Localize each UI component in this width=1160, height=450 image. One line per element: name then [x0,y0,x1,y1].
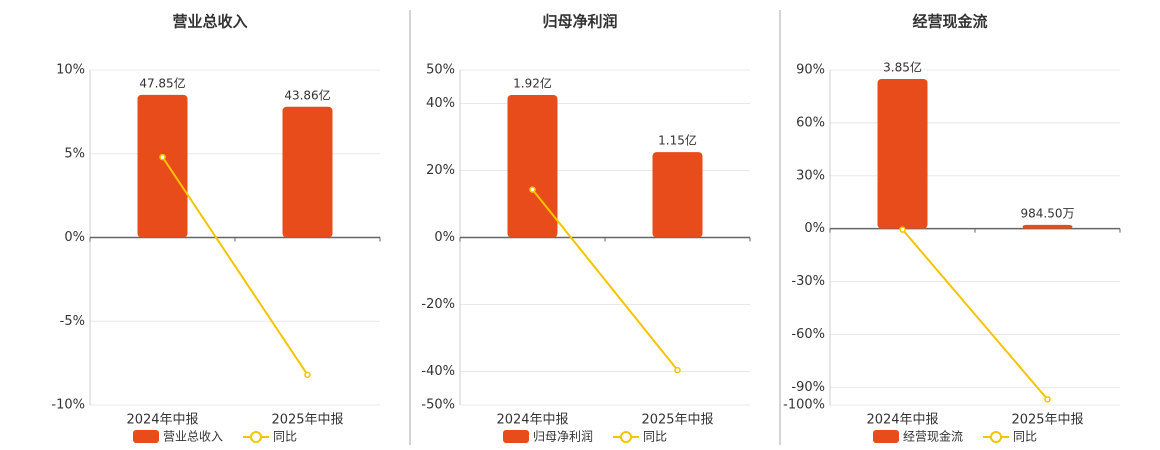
legend-label: 归母净利润 [533,430,593,444]
x-tick-label: 2024年中报 [126,413,198,428]
legend-label: 同比 [273,430,297,444]
legend-swatch [133,430,159,443]
y-tick-label: -50% [421,398,455,413]
x-tick-label: 2024年中报 [496,413,568,428]
value-label: 3.85亿 [883,59,922,74]
y-tick-label: 5% [64,146,85,161]
legend-swatch [873,430,899,443]
line [161,156,309,376]
line-point [674,366,681,374]
bar [282,106,333,238]
line-point [899,226,906,233]
legend-label: 营业总收入 [163,430,223,444]
x-tick-label: 2024年中报 [866,413,938,428]
chart-title: 经营现金流 [912,13,987,31]
y-tick-label: -5% [60,314,85,329]
legend-swatch [503,430,529,443]
y-tick-label: 40% [426,96,455,111]
bar [137,94,188,238]
y-tick-label: -60% [791,327,825,342]
x-tick-label: 2025年中报 [641,413,713,428]
y-tick-label: -20% [421,297,455,312]
line [531,188,679,371]
legend-label: 同比 [1013,430,1037,444]
x-tick-label: 2025年中报 [1011,413,1083,428]
line-point [1044,396,1051,403]
y-tick-label: -90% [791,380,825,395]
y-tick-label: 0% [804,221,825,236]
y-tick-label: -40% [421,364,455,379]
chart-title: 归母净利润 [542,13,617,31]
legend-label: 同比 [643,430,667,444]
y-tick-label: 10% [56,63,85,78]
legend-swatch [620,431,633,443]
y-tick-label: -10% [51,398,85,413]
y-tick-label: 30% [796,168,825,183]
chart-title: 营业总收入 [172,13,247,31]
line-point [304,371,311,379]
y-tick-label: -30% [791,274,825,289]
legend-swatch [990,431,1003,443]
y-tick-label: 90% [796,63,825,78]
x-tick-label: 2025年中报 [271,413,343,428]
y-tick-label: 0% [64,230,85,245]
y-tick-label: 20% [426,163,455,178]
bar [652,152,703,238]
value-label: 47.85亿 [139,75,185,90]
y-tick-label: 60% [796,115,825,130]
legend-label: 经营现金流 [903,429,963,444]
bar [877,78,928,229]
bar [507,94,558,238]
value-label: 43.86亿 [284,87,330,102]
y-tick-label: 50% [426,63,455,78]
value-label: 1.15亿 [658,133,697,148]
y-tick-label: 0% [434,230,455,245]
bar [1022,224,1073,229]
legend-swatch [250,431,263,443]
value-label: 1.92亿 [513,75,552,90]
y-tick-label: -100% [783,398,825,413]
line-point [529,186,536,193]
value-label: 984.50万 [1021,206,1075,220]
line [901,228,1049,401]
line-point [159,153,166,161]
